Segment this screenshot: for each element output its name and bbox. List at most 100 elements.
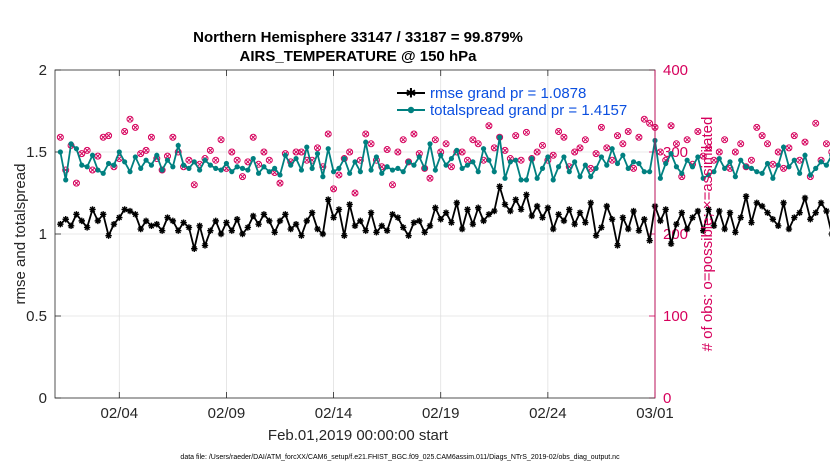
obs-assimilated-point [347, 149, 352, 155]
totalspread-point [470, 159, 476, 165]
obs-possible-point [705, 144, 713, 152]
rmse-point [400, 224, 407, 231]
rmse-point [442, 209, 450, 216]
obs-assimilated-point [738, 141, 744, 147]
totalspread-point [57, 149, 63, 155]
totalspread-point [341, 155, 347, 162]
totalspread-point [823, 162, 830, 168]
totalspread-point [314, 151, 321, 157]
obs-count-markers [56, 115, 830, 197]
obs-assimilated-point [95, 153, 101, 159]
rmse-point [421, 229, 428, 236]
obs-assimilated-point [716, 149, 722, 155]
totalspread-point [384, 164, 390, 170]
obs-assimilated-point [138, 151, 144, 156]
totalspread-point [175, 142, 181, 149]
obs-possible-point [276, 179, 284, 187]
rmse-point [625, 225, 632, 233]
rmse-point [764, 209, 771, 216]
obs-possible-point [592, 150, 600, 158]
totalspread-point [636, 160, 642, 167]
rmse-point [678, 209, 685, 216]
obs-assimilated-point [583, 137, 588, 143]
rmse-point [389, 211, 396, 218]
totalspread-point [572, 159, 578, 165]
totalspread-point [566, 169, 572, 175]
rmse-point [753, 199, 760, 207]
rmse-point [657, 217, 664, 225]
obs-possible-point [367, 140, 375, 148]
rmse-point [807, 216, 814, 223]
obs-possible-point [212, 156, 220, 164]
obs-assimilated-point [368, 141, 374, 147]
rmse-point [523, 191, 530, 198]
obs-possible-point [640, 115, 648, 123]
totalspread-point [116, 149, 122, 155]
rmse-point [298, 232, 305, 239]
rmse-point [641, 216, 648, 223]
rmse-point [116, 214, 123, 221]
rmse-point [367, 209, 375, 216]
rmse-point [357, 217, 364, 225]
obs-possible-point [185, 156, 193, 164]
totalspread-point [229, 169, 235, 175]
obs-assimilated-point [277, 180, 283, 186]
obs-possible-point [335, 171, 343, 179]
rmse-point [132, 211, 139, 218]
obs-possible-point [624, 128, 632, 135]
totalspread-point [330, 169, 337, 175]
rmse-point [405, 232, 412, 239]
rmse-point [164, 214, 171, 221]
totalspread-point [282, 152, 288, 158]
obs-possible-point [142, 146, 150, 154]
obs-possible-point [206, 146, 214, 154]
totalspread-point [127, 169, 133, 175]
obs-assimilated-point [465, 157, 470, 163]
obs-possible-point [485, 122, 493, 130]
obs-assimilated-point [106, 133, 111, 138]
rmse-point [550, 225, 557, 233]
rmse-point [126, 207, 134, 215]
obs-possible-point [239, 173, 246, 181]
rmse-point [592, 232, 600, 239]
totalspread-point [180, 162, 187, 168]
totalspread-point [529, 155, 535, 162]
obs-assimilated-point [390, 182, 395, 188]
y-tick-label: 1 [39, 226, 47, 243]
rmse-point [432, 204, 439, 211]
totalspread-point [148, 162, 155, 168]
rmse-point [153, 220, 160, 228]
rmse-point [217, 230, 225, 238]
obs-assimilated-point [84, 148, 90, 153]
obs-possible-point [614, 132, 621, 140]
obs-assimilated-point [561, 134, 567, 140]
obs-assimilated-point [304, 157, 310, 163]
totalspread-point [352, 159, 358, 165]
obs-assimilated-point [668, 123, 674, 129]
totalspread-point [555, 164, 562, 170]
obs-possible-point [710, 156, 718, 164]
totalspread-point [164, 157, 171, 163]
obs-assimilated-point [604, 145, 610, 151]
totalspread-point [427, 141, 433, 147]
totalspread-point [95, 167, 101, 173]
rmse-point [469, 220, 477, 228]
rmse-point [491, 207, 498, 215]
rmse-point [137, 225, 144, 233]
totalspread-point [491, 169, 497, 175]
obs-possible-point [137, 150, 145, 158]
rmse-point [555, 211, 562, 218]
obs-assimilated-point [781, 166, 786, 171]
rmse-point [614, 242, 621, 249]
rmse-point [603, 202, 610, 210]
obs-possible-point [330, 185, 338, 193]
rmse-point [539, 214, 546, 221]
obs-possible-point [346, 148, 354, 156]
rmse-point [528, 212, 535, 220]
obs-possible-point [405, 158, 413, 166]
obs-assimilated-point [363, 131, 369, 137]
obs-possible-point [131, 123, 139, 131]
rmse-point [475, 204, 482, 211]
y-tick-label: 0 [39, 390, 47, 407]
obs-assimilated-point [293, 149, 299, 155]
